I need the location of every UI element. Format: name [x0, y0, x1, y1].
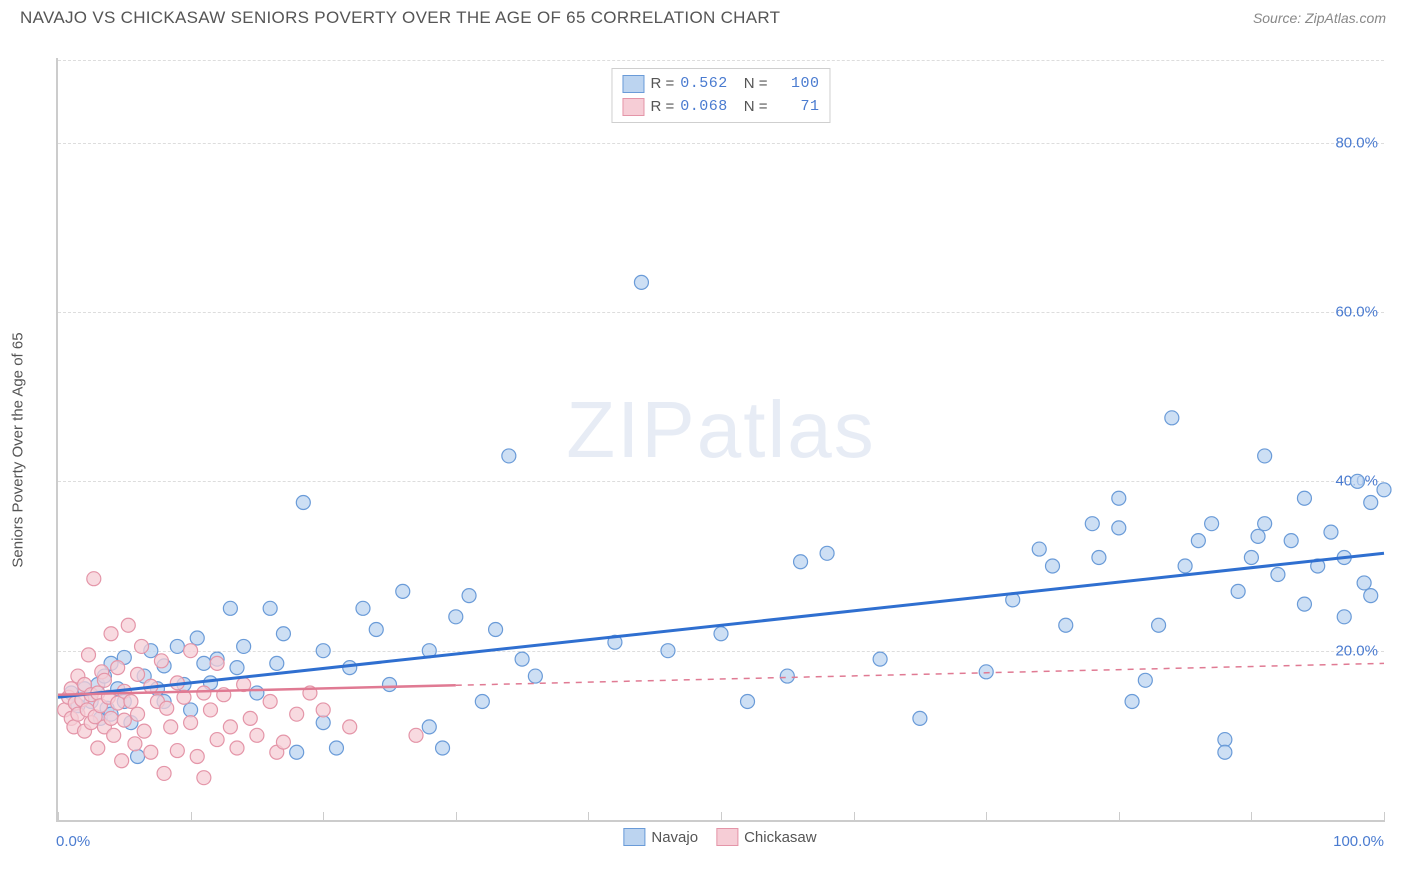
- series-swatch: [622, 75, 644, 93]
- stat-r-value: 0.068: [680, 96, 728, 119]
- series-legend: Navajo Chickasaw: [623, 828, 816, 846]
- stat-r-value: 0.562: [680, 73, 728, 96]
- series-swatch: [622, 98, 644, 116]
- stat-r-label: R =: [650, 96, 674, 119]
- trend-line: [58, 553, 1384, 697]
- plot-region: ZIPatlas R = 0.562N = 100R = 0.068N = 71…: [56, 58, 1384, 822]
- legend-item: Navajo: [623, 828, 698, 846]
- x-tick: [1384, 812, 1385, 822]
- stats-row: R = 0.562 N = 100: [622, 73, 819, 96]
- y-axis-label: Seniors Poverty Over the Age of 65: [10, 332, 27, 567]
- stat-n-label: N =: [744, 96, 768, 119]
- legend-label: Navajo: [651, 829, 698, 846]
- correlation-stats-box: R = 0.562 N = 100 R = 0.068 N = 71: [611, 68, 830, 123]
- x-axis-label-max: 100.0%: [1333, 833, 1384, 850]
- chart-source: Source: ZipAtlas.com: [1253, 10, 1386, 26]
- trend-line-extrapolated: [456, 663, 1384, 685]
- chart-area: Seniors Poverty Over the Age of 65 ZIPat…: [44, 48, 1396, 852]
- stats-row: R = 0.068 N = 71: [622, 96, 819, 119]
- series-swatch: [716, 828, 738, 846]
- series-swatch: [623, 828, 645, 846]
- legend-label: Chickasaw: [744, 829, 817, 846]
- stat-n-value: 100: [774, 73, 820, 96]
- trend-lines-layer: [58, 58, 1384, 820]
- stat-n-value: 71: [774, 96, 820, 119]
- stat-n-label: N =: [744, 73, 768, 96]
- chart-title: NAVAJO VS CHICKASAW SENIORS POVERTY OVER…: [20, 8, 780, 28]
- chart-header: NAVAJO VS CHICKASAW SENIORS POVERTY OVER…: [0, 0, 1406, 28]
- x-axis-label-min: 0.0%: [56, 833, 90, 850]
- stat-r-label: R =: [650, 73, 674, 96]
- legend-item: Chickasaw: [716, 828, 817, 846]
